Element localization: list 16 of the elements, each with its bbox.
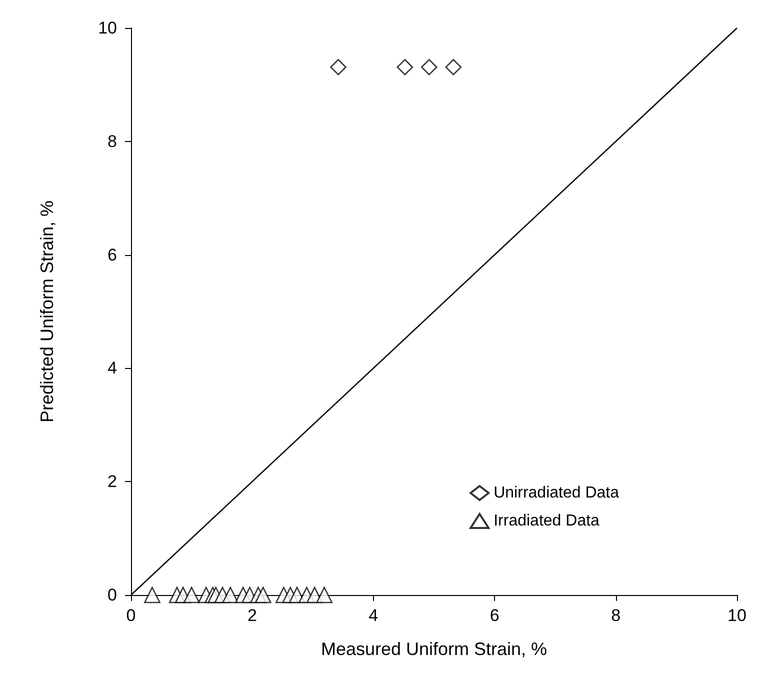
y-tick-label: 0 [108,586,117,604]
y-tick-label: 4 [108,358,117,378]
legend-label: Irradiated Data [494,512,600,530]
x-tick-label: 8 [611,606,621,625]
y-tick-label: 10 [98,18,117,38]
x-axis-title: Measured Uniform Strain, % [320,639,548,659]
y-tick-label: 2 [108,472,117,492]
y-axis-title: Predicted Uniform Strain, % [37,200,57,423]
x-tick-label: 0 [126,606,136,625]
y-tick-label: 6 [108,245,117,264]
x-tick-label: 4 [368,606,378,625]
y-tick-label: 8 [108,132,117,151]
x-tick-label: 10 [728,606,746,625]
x-tick-label: 2 [247,606,257,625]
x-tick-label: 6 [490,606,500,625]
legend-label: Unirradiated Data [494,484,620,502]
